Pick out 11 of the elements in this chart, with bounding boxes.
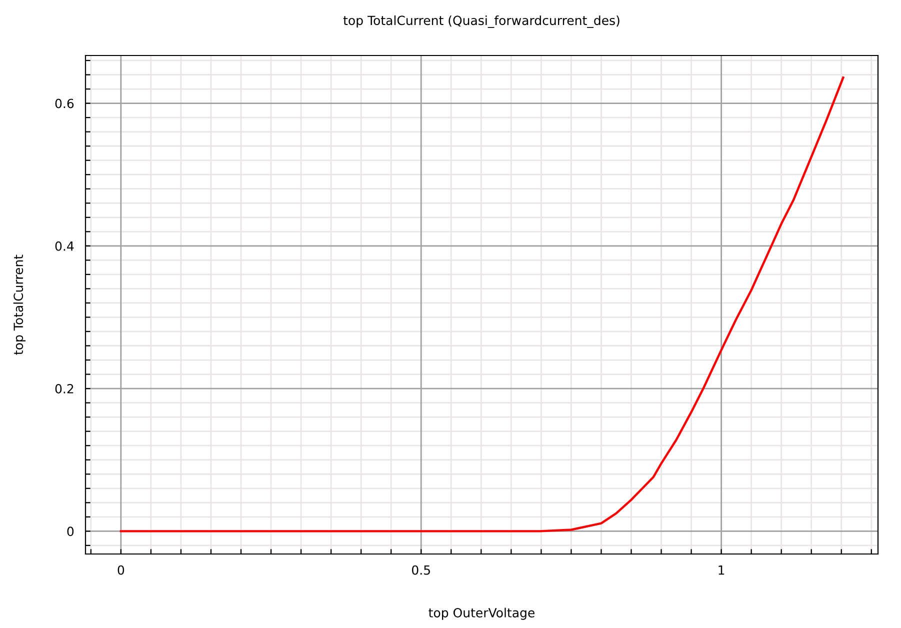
y-tick-label: 0.6	[55, 98, 74, 108]
y-tick-label: 0	[67, 526, 74, 536]
x-tick-label: 0.5	[412, 565, 430, 575]
y-axis-title: top TotalCurrent	[13, 254, 26, 355]
y-tick-label: 0.4	[55, 241, 74, 251]
x-tick-label: 1	[718, 565, 724, 575]
y-tick-label: 0.2	[55, 384, 74, 394]
line-series	[120, 76, 844, 532]
chart-title: top TotalCurrent (Quasi_forwardcurrent_des)	[343, 15, 620, 28]
x-axis-title: top OuterVoltage	[428, 608, 535, 620]
x-tick-label: 0	[118, 565, 124, 575]
